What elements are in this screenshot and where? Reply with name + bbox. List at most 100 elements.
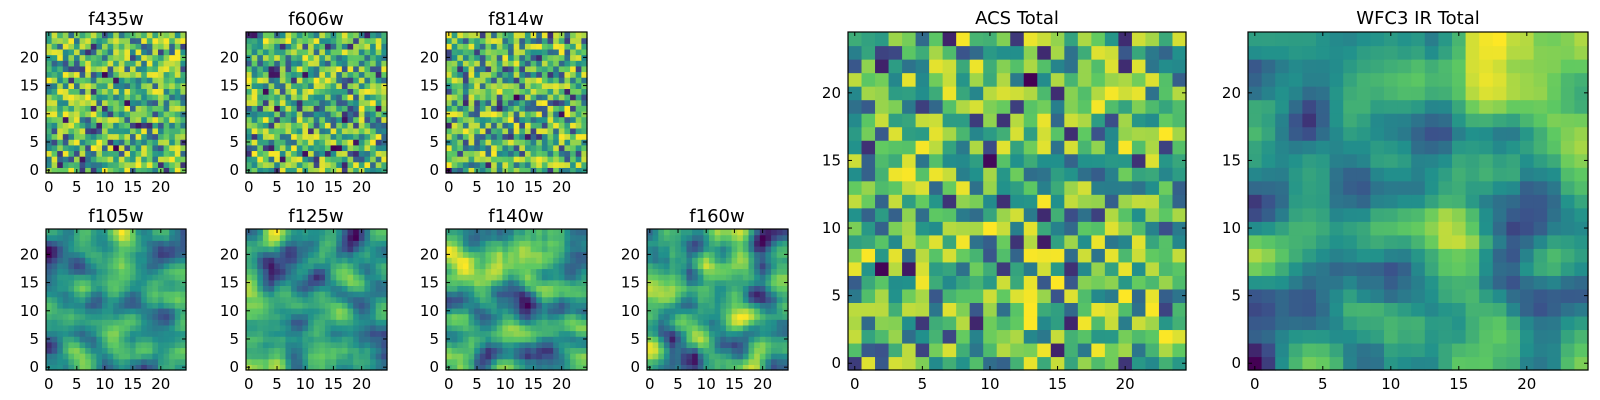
heatmap-cell [319,257,326,264]
heatmap-cell [85,88,92,95]
heatmap-cell [169,302,176,309]
heatmap-cell [308,110,315,118]
heatmap-cell [513,48,520,56]
heatmap-cell [85,245,92,253]
heatmap-cell [313,144,320,152]
heatmap-cell [257,99,264,106]
heatmap-cell [581,99,588,106]
heatmap-cell [848,194,863,209]
heatmap-cell [570,110,577,118]
heatmap-cell [79,60,86,67]
heatmap-cell [174,262,181,270]
heatmap-cell [285,364,292,371]
heatmap-cell [251,313,258,320]
heatmap-cell [308,37,315,44]
heatmap-cell [457,139,464,146]
heatmap-cell [296,313,303,320]
heatmap-cell [347,268,354,275]
heatmap-cell [313,105,320,112]
heatmap-cell [152,257,159,264]
heatmap-cell [319,99,326,106]
heatmap-cell [257,245,264,253]
heatmap-cell [983,167,998,182]
heatmap-cell [547,234,554,241]
heatmap-cell [1104,167,1119,182]
heatmap-cell [581,296,588,303]
heatmap-cell [502,274,509,281]
heatmap-cell [57,285,64,292]
heatmap-cell [90,364,97,371]
heatmap-cell [479,65,487,73]
heatmap-cell [96,285,103,292]
heatmap-cell [246,347,253,354]
heatmap-cell [85,364,92,371]
heatmap-cell [759,330,767,337]
heatmap-cell [124,347,131,354]
heatmap-cell [180,88,187,95]
heatmap-cell [765,257,772,264]
heatmap-cell [759,240,767,247]
heatmap-cell [969,234,984,249]
heatmap-cell [353,105,360,112]
heatmap-cell [479,139,487,146]
heatmap-cell [364,37,371,44]
heatmap-cell [502,353,509,360]
heatmap-cell [324,161,332,168]
heatmap-cell [731,341,738,349]
heatmap-cell [902,180,917,195]
heatmap-cell [737,302,744,309]
heatmap-cell [146,144,153,152]
heatmap-cell [174,71,181,78]
heatmap-cell [246,71,253,78]
heatmap-cell [146,54,153,61]
heatmap-cell [51,60,58,67]
heatmap-cell [983,302,998,317]
heatmap-cell [1077,342,1092,358]
heatmap-cell [513,54,520,61]
heatmap-cell [262,71,270,78]
heatmap-cell [541,161,549,168]
heatmap-cell [174,156,181,163]
heatmap-cell [765,262,772,270]
heatmap-cell [268,251,275,258]
heatmap-cell [725,279,733,286]
heatmap-cell [174,105,181,112]
heatmap-cell [262,37,270,44]
heatmap-cell [1091,288,1106,303]
heatmap-cell [536,167,543,174]
heatmap-cell [462,302,470,309]
heatmap-cell [102,65,109,73]
heatmap-cell [530,257,537,264]
heatmap-cell [51,234,58,241]
heatmap-cell [130,82,137,89]
heatmap-cell [479,167,487,174]
heatmap-cell [169,88,176,95]
heatmap-cell [1145,261,1160,276]
heatmap-cell [513,341,520,349]
heatmap-cell [246,144,253,152]
heatmap-cell [513,251,520,258]
heatmap-cell [246,257,253,264]
heatmap-cell [163,43,170,50]
heatmap-cell [141,251,148,258]
heatmap-cell [302,257,309,264]
heatmap-cell [169,279,176,286]
heatmap-cell [969,207,984,222]
heatmap-cell [541,319,549,326]
heatmap-cell [468,341,475,349]
heatmap-cell [875,261,890,276]
heatmap-cell [296,319,303,326]
heatmap-cell [888,153,903,168]
heatmap-cell [347,133,354,140]
heatmap-cell [446,262,453,270]
heatmap-cell [558,94,566,101]
heatmap-cell [782,341,789,349]
heatmap-cell [324,262,332,270]
heatmap-cell [62,257,69,264]
heatmap-cell [353,274,360,281]
heatmap-cell [564,279,571,286]
heatmap-cell [1158,180,1174,195]
heatmap-cell [341,167,349,174]
heatmap-cell [358,245,366,253]
heatmap-cell [875,315,890,331]
